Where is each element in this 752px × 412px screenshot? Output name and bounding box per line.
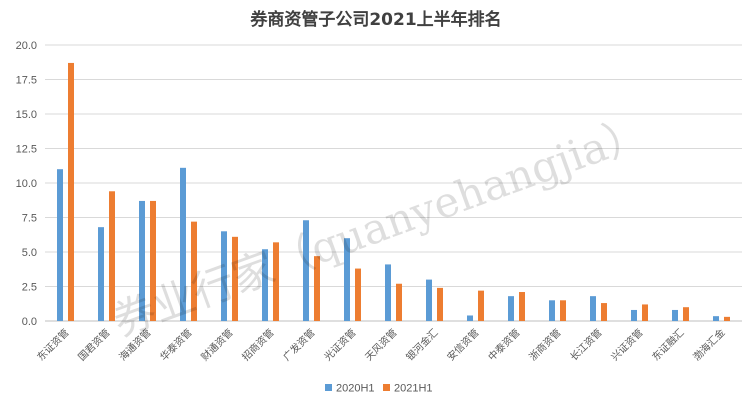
category-label: 兴证资管 xyxy=(608,326,645,363)
category-label: 华泰资管 xyxy=(157,326,194,363)
category-label: 国君资管 xyxy=(75,326,112,363)
category-label: 东证资管 xyxy=(34,326,71,363)
bar-2021H1 xyxy=(560,300,566,321)
category-label: 中泰资管 xyxy=(485,326,522,363)
bar-2020H1 xyxy=(467,315,473,321)
y-tick-label: 10.0 xyxy=(16,178,37,190)
legend-swatch xyxy=(325,384,332,391)
category-label: 银河金汇 xyxy=(403,326,440,363)
bar-2021H1 xyxy=(150,200,156,321)
y-tick-label: 17.5 xyxy=(16,75,37,87)
y-tick-label: 7.5 xyxy=(22,213,37,225)
y-tick-label: 12.5 xyxy=(16,144,37,156)
bar-2020H1 xyxy=(385,264,391,321)
y-tick-label: 2.5 xyxy=(22,282,37,294)
watermark-text: 券业行家（quanyehangjia） xyxy=(107,107,654,346)
y-tick-label: 5.0 xyxy=(22,247,37,259)
category-label: 光证资管 xyxy=(321,326,358,363)
bar-2021H1 xyxy=(396,283,402,321)
bar-2021H1 xyxy=(642,304,648,321)
bars xyxy=(57,62,730,321)
bar-2020H1 xyxy=(631,309,637,321)
legend-label: 2021H1 xyxy=(394,383,433,395)
legend-swatch xyxy=(383,384,390,391)
y-tick-label: 15.0 xyxy=(16,109,37,121)
bar-2020H1 xyxy=(344,238,350,321)
bar-2021H1 xyxy=(601,303,607,321)
bar-2020H1 xyxy=(139,200,145,321)
legend-label: 2020H1 xyxy=(336,383,375,395)
bar-2021H1 xyxy=(478,290,484,321)
bar-2020H1 xyxy=(303,220,309,321)
category-label: 东证融汇 xyxy=(649,326,686,363)
category-label: 安信资管 xyxy=(444,326,481,363)
bar-2020H1 xyxy=(672,309,678,321)
category-label: 天风资管 xyxy=(362,326,399,363)
bar-2020H1 xyxy=(426,279,432,321)
gridlines xyxy=(45,44,742,322)
bar-2020H1 xyxy=(57,169,63,321)
bar-2021H1 xyxy=(519,292,525,321)
bar-2021H1 xyxy=(273,242,279,321)
y-tick-label: 20.0 xyxy=(16,40,37,52)
bar-2021H1 xyxy=(232,236,238,321)
bar-2021H1 xyxy=(355,268,361,321)
bar-2020H1 xyxy=(262,249,268,321)
legend: 2020H1 2021H1 xyxy=(325,383,433,395)
category-label: 渤海汇金 xyxy=(690,326,727,363)
bar-2020H1 xyxy=(590,296,596,321)
bar-2020H1 xyxy=(98,227,104,321)
bar-2021H1 xyxy=(437,287,443,321)
y-tick-label: 0.0 xyxy=(22,316,37,328)
bar-2021H1 xyxy=(314,256,320,321)
bar-2021H1 xyxy=(683,307,689,321)
bar-2020H1 xyxy=(549,300,555,321)
bar-2020H1 xyxy=(713,316,719,321)
bar-2020H1 xyxy=(508,296,514,321)
category-label: 浙商资管 xyxy=(526,326,563,363)
chart-title: 券商资管子公司2021上半年排名 xyxy=(249,9,501,30)
category-label: 招商资管 xyxy=(239,326,276,363)
bar-2021H1 xyxy=(109,191,115,321)
bar-2020H1 xyxy=(180,167,186,321)
bar-2021H1 xyxy=(68,62,74,321)
y-axis-ticks: 0.0 2.5 5.0 7.5 10.0 12.5 15.0 17.5 20.0 xyxy=(16,40,37,328)
bar-2021H1 xyxy=(724,316,730,321)
category-label: 长江资管 xyxy=(567,326,604,363)
category-label: 财通资管 xyxy=(198,326,235,363)
bar-2020H1 xyxy=(221,231,227,321)
category-label: 广发资管 xyxy=(280,326,317,363)
bar-2021H1 xyxy=(191,221,197,321)
